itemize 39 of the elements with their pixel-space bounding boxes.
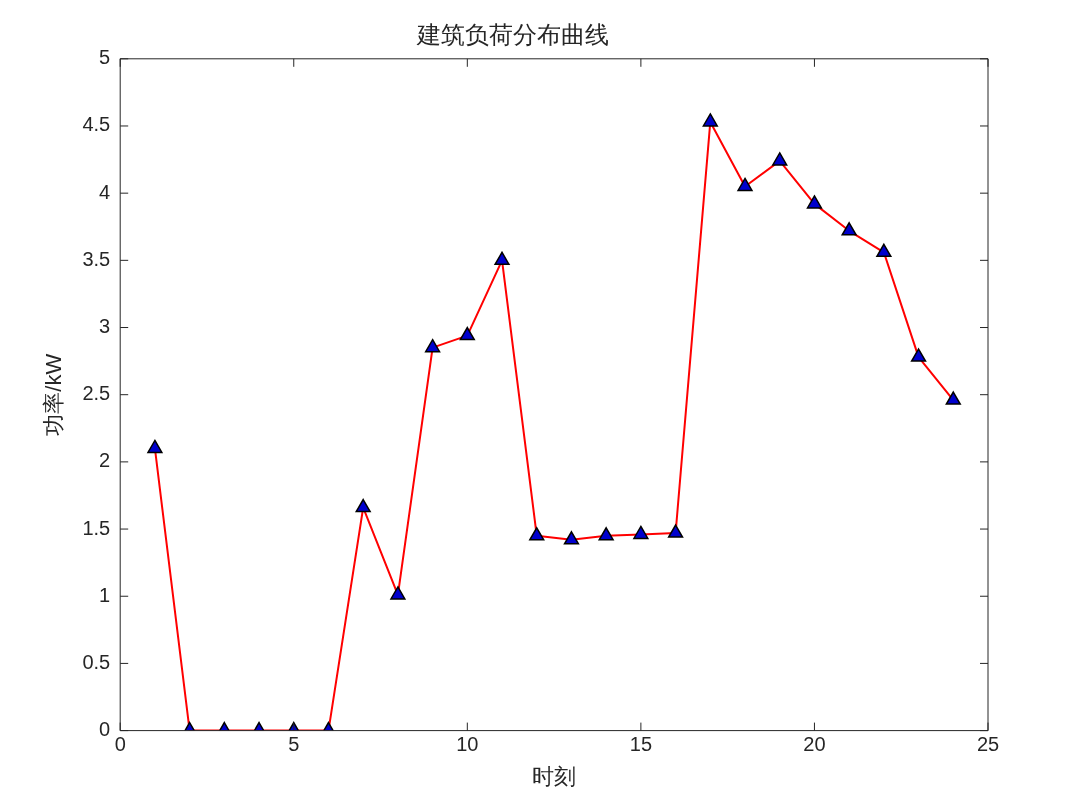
point	[806, 195, 823, 209]
point	[737, 177, 753, 192]
point	[598, 527, 614, 541]
y-tick-label: 1	[99, 583, 111, 606]
x-tick-label: 20	[803, 733, 826, 756]
x-axis-title: 时刻	[532, 763, 577, 789]
x-tick-label: 5	[288, 733, 300, 756]
chart-title: 建筑负荷分布曲线	[416, 21, 609, 49]
point	[910, 348, 927, 362]
y-axis-title: 功率/kW	[41, 353, 67, 436]
point	[633, 525, 649, 540]
y-tick-label: 3	[99, 315, 111, 338]
point	[945, 391, 961, 405]
x-tick-label: 10	[456, 733, 479, 756]
x-tick-label: 15	[629, 733, 653, 756]
y-tick-label: 4.5	[82, 113, 111, 136]
y-tick-label: 2.5	[82, 382, 111, 405]
y-tick-label: 2	[99, 449, 111, 472]
y-tick-label: 0	[99, 718, 111, 741]
y-tick-label: 1.5	[82, 516, 111, 539]
y-tick-label: 0.5	[82, 650, 111, 673]
point	[667, 524, 684, 538]
point	[459, 326, 475, 341]
y-tick-label: 3.5	[82, 247, 111, 270]
y-tick-label: 5	[99, 46, 111, 69]
point	[772, 152, 788, 166]
point	[147, 439, 163, 454]
point	[494, 251, 510, 266]
point	[390, 586, 406, 600]
point	[702, 113, 718, 127]
point	[529, 527, 545, 541]
point	[424, 338, 441, 353]
point	[876, 243, 892, 258]
point	[563, 531, 580, 545]
y-tick-label: 4	[99, 180, 111, 203]
x-tick-label: 25	[976, 733, 1000, 756]
point	[355, 498, 371, 513]
point	[841, 222, 857, 236]
x-tick-label: 0	[114, 733, 126, 756]
